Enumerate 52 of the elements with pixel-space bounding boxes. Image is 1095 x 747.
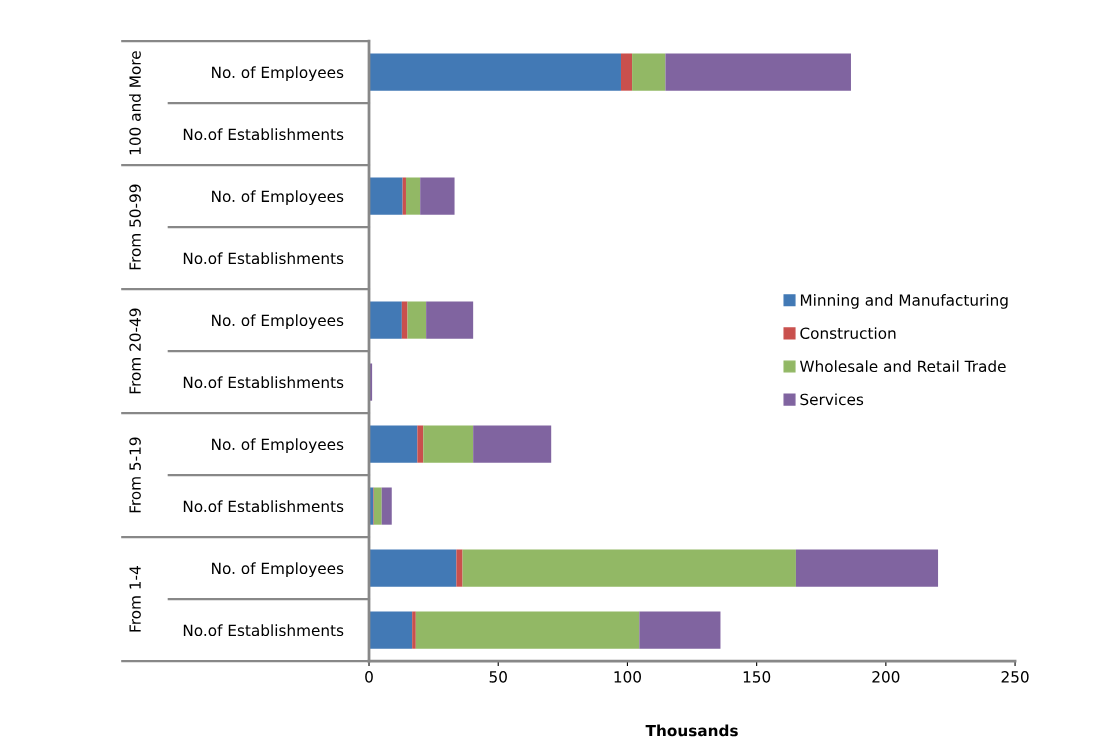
text: From 50-99: [129, 184, 141, 270]
bar: [456, 549, 463, 587]
legend-label: Wholesale and Retail Trade: [799, 360, 1006, 373]
x-tick-label: 150: [743, 671, 771, 683]
text: From 1-4: [129, 566, 141, 632]
bar: [405, 177, 421, 215]
bar: [369, 177, 403, 215]
x-tick-label: 200: [872, 671, 900, 683]
x-tick-label: 50: [489, 671, 507, 683]
text: From 20-49: [129, 308, 141, 394]
bar: [420, 177, 455, 215]
legend-label: Minning and Manufacturing: [800, 294, 1008, 309]
bar: [795, 549, 939, 587]
bar: [665, 53, 851, 91]
bar: [407, 301, 427, 339]
x-axis-title: Thousands: [645, 724, 738, 737]
y-tick-label: No.of Establishments: [183, 500, 344, 513]
y-tick-label: No. of Employees: [212, 190, 344, 206]
legend-label: Services: [800, 393, 864, 406]
text: From 5-19: [129, 437, 141, 513]
bar: [369, 301, 402, 339]
x-tick-label: 0: [365, 671, 373, 683]
bar: [381, 487, 392, 525]
bar: [423, 425, 474, 463]
bar: [426, 301, 474, 339]
y-tick-label: No.of Establishments: [183, 624, 344, 637]
bar: [401, 301, 408, 339]
y-tick-label: No.of Establishments: [183, 376, 344, 389]
y-tick-label: No.of Establishments: [183, 128, 344, 141]
bar: [402, 177, 406, 215]
bar: [415, 611, 640, 649]
bar: [369, 425, 418, 463]
bar: [473, 425, 552, 463]
legend-label: Construction: [800, 327, 896, 339]
bar: [369, 611, 413, 649]
bar: [620, 53, 633, 91]
bar: [632, 53, 666, 91]
bar: [639, 611, 721, 649]
text: 100 and More: [129, 51, 141, 155]
bar: [462, 549, 796, 587]
bar: [373, 487, 382, 525]
y-tick-label: No. of Employees: [212, 438, 344, 454]
y-tick-label: No. of Employees: [212, 314, 344, 330]
bar: [412, 611, 416, 649]
y-tick-label: No. of Employees: [212, 66, 344, 82]
y-tick-label: No. of Employees: [212, 562, 344, 578]
bar: [417, 425, 424, 463]
bar: [369, 53, 621, 91]
y-tick-label: No.of Establishments: [183, 252, 344, 265]
x-tick-label: 100: [614, 671, 641, 683]
bar: [369, 549, 457, 587]
x-tick-label: 250: [1001, 671, 1029, 683]
